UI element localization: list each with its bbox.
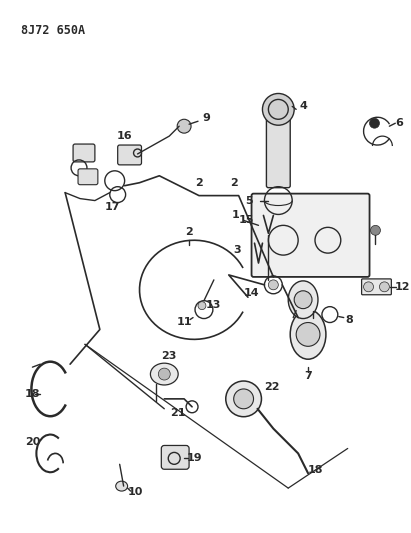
FancyBboxPatch shape (73, 144, 95, 162)
Text: 23: 23 (162, 351, 177, 361)
Text: 7: 7 (304, 371, 312, 381)
Text: 6: 6 (395, 118, 403, 128)
Text: 2: 2 (230, 177, 238, 188)
Ellipse shape (226, 381, 261, 417)
FancyBboxPatch shape (362, 279, 391, 295)
Text: 2: 2 (195, 177, 203, 188)
Circle shape (294, 291, 312, 309)
Text: 8J72 650A: 8J72 650A (21, 24, 85, 37)
Ellipse shape (288, 281, 318, 319)
Text: 21: 21 (171, 408, 186, 418)
Ellipse shape (150, 363, 178, 385)
Ellipse shape (290, 310, 326, 359)
Text: 9: 9 (202, 114, 210, 123)
Text: 14: 14 (244, 288, 259, 298)
Circle shape (379, 282, 389, 292)
Circle shape (371, 225, 381, 235)
Text: 12: 12 (395, 282, 410, 292)
Text: 15: 15 (239, 215, 254, 225)
Text: 1: 1 (232, 211, 240, 221)
FancyBboxPatch shape (118, 145, 141, 165)
Circle shape (198, 302, 206, 310)
FancyBboxPatch shape (252, 193, 369, 277)
Text: 4: 4 (299, 101, 307, 111)
Circle shape (177, 119, 191, 133)
Text: 17: 17 (105, 201, 120, 212)
Text: 22: 22 (263, 382, 279, 392)
Text: 13: 13 (206, 300, 222, 310)
Text: 3: 3 (233, 245, 240, 255)
Text: 2: 2 (185, 227, 193, 237)
Circle shape (364, 282, 374, 292)
FancyBboxPatch shape (162, 446, 189, 469)
Circle shape (296, 322, 320, 346)
Circle shape (369, 118, 379, 128)
Circle shape (263, 93, 294, 125)
FancyBboxPatch shape (78, 169, 98, 185)
Text: 19: 19 (186, 454, 202, 463)
Text: 16: 16 (117, 131, 132, 141)
Text: 8: 8 (346, 314, 353, 325)
Text: 5: 5 (245, 196, 252, 206)
Text: 20: 20 (25, 437, 40, 447)
Circle shape (234, 389, 254, 409)
Ellipse shape (116, 481, 127, 491)
Text: 11: 11 (176, 317, 192, 327)
Text: 10: 10 (128, 487, 143, 497)
Text: 18: 18 (307, 465, 323, 475)
Circle shape (158, 368, 170, 380)
Circle shape (268, 280, 278, 290)
Text: 18: 18 (25, 389, 40, 399)
FancyBboxPatch shape (266, 109, 290, 188)
